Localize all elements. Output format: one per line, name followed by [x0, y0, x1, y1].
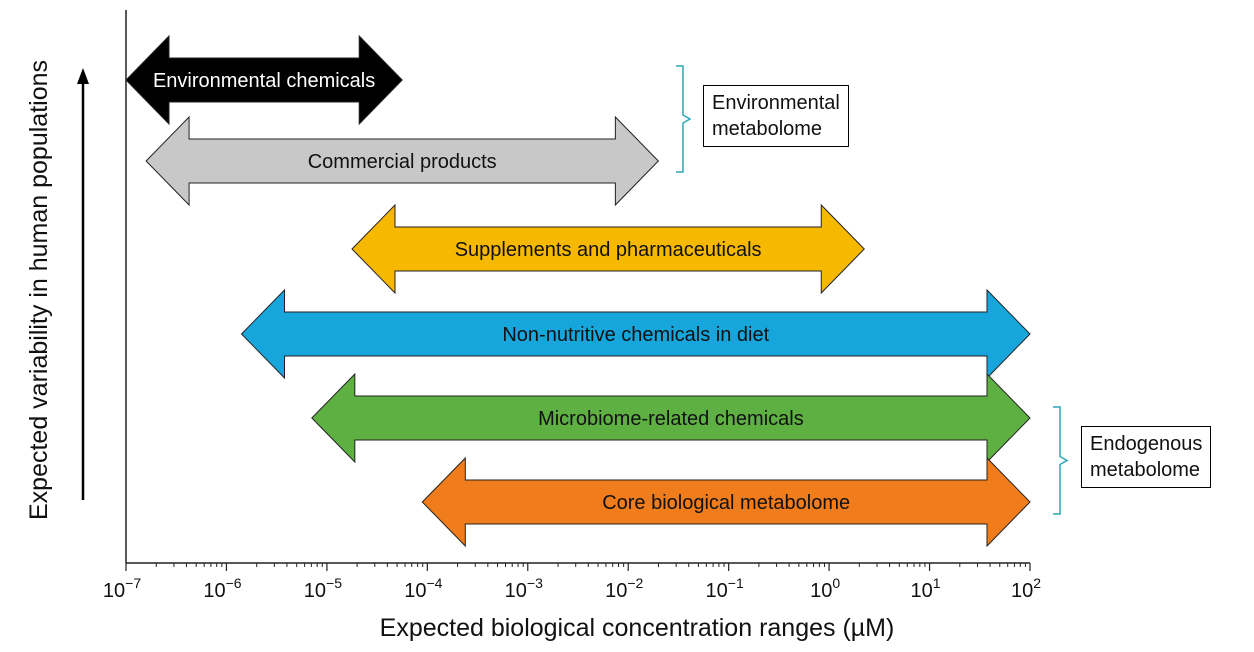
x-tick-label: 10−7 — [103, 575, 141, 602]
environmental-metabolome-box: Environmental metabolome — [703, 85, 849, 147]
group-brackets — [676, 65, 1069, 515]
x-tick-label: 10−5 — [304, 575, 342, 602]
range-arrow — [311, 372, 1031, 464]
x-tick-label: 10−4 — [404, 575, 442, 602]
x-axis-label: Expected biological concentration ranges… — [380, 614, 895, 642]
range-arrow-label: Non-nutritive chemicals in diet — [502, 324, 769, 346]
group-label-line: metabolome — [712, 118, 823, 140]
x-tick-label: 10−2 — [605, 575, 643, 602]
group-label-line: metabolome — [1090, 459, 1201, 481]
range-arrow-label: Microbiome-related chemicals — [538, 408, 804, 430]
range-arrows: Environmental chemicals Commercial produc… — [125, 34, 1031, 548]
y-axis-label: Expected variability in human population… — [25, 60, 53, 520]
x-tick-label: 102 — [1011, 575, 1041, 602]
range-arrow — [351, 203, 865, 295]
x-tick-label: 101 — [911, 575, 941, 602]
x-tick-label: 100 — [810, 575, 840, 602]
endogenous-metabolome-box: Endogenous metabolome — [1081, 426, 1212, 488]
range-arrow — [145, 115, 660, 207]
range-arrow — [125, 34, 403, 126]
group-bracket — [1053, 406, 1069, 515]
range-arrow-label: Core biological metabolome — [602, 492, 850, 514]
group-bracket — [676, 65, 692, 173]
range-arrow-label: Supplements and pharmaceuticals — [455, 239, 762, 261]
group-label-line: Endogenous — [1090, 433, 1203, 455]
range-arrow — [421, 456, 1031, 548]
range-arrow-label: Environmental chemicals — [153, 70, 375, 92]
group-label-line: Environmental — [712, 92, 840, 114]
range-arrow — [240, 288, 1031, 380]
range-arrow-label: Commercial products — [308, 151, 497, 173]
x-tick-label: 10−6 — [203, 575, 241, 602]
x-tick-label: 10−1 — [706, 575, 744, 602]
x-tick-label: 10−3 — [505, 575, 543, 602]
y-direction-arrow-head — [77, 68, 89, 84]
